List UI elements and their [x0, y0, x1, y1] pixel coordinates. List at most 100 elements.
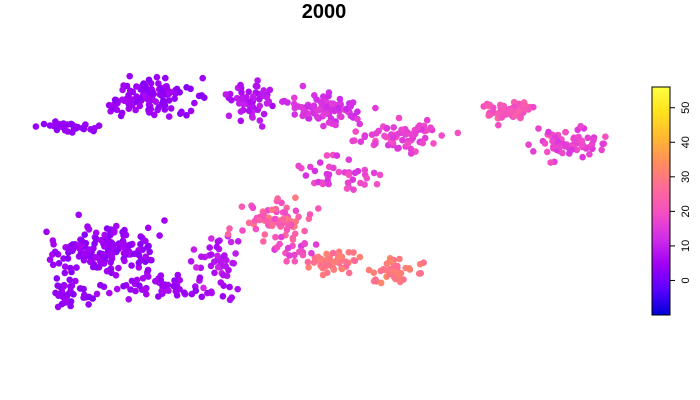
data-point [237, 108, 245, 115]
data-point [46, 122, 54, 129]
data-point [85, 293, 93, 301]
color-bar-tick-label: 20 [680, 205, 692, 217]
data-point [328, 100, 336, 108]
data-point [334, 258, 342, 266]
data-point [136, 95, 144, 102]
data-point [299, 251, 307, 259]
data-point [66, 276, 73, 284]
data-point [349, 99, 357, 106]
data-point [305, 264, 312, 271]
color-bar-tick-label: 40 [680, 136, 692, 148]
data-point [415, 123, 422, 131]
data-point [438, 132, 446, 139]
data-point [454, 129, 462, 137]
data-point [517, 114, 524, 122]
data-point [234, 285, 241, 293]
data-point [153, 73, 161, 81]
data-point [103, 225, 111, 232]
data-point [80, 251, 88, 258]
data-point [100, 283, 108, 291]
data-point [123, 82, 131, 90]
data-point [323, 256, 331, 264]
data-point [602, 133, 609, 140]
data-point [311, 167, 319, 175]
data-point [356, 120, 364, 128]
data-point [146, 108, 153, 116]
data-point [55, 292, 62, 300]
data-point [64, 255, 72, 262]
data-point [368, 131, 376, 138]
color-bar-tick-label: 10 [680, 240, 692, 252]
data-point [238, 94, 246, 102]
data-point [545, 128, 552, 136]
data-point [61, 296, 69, 303]
data-point [381, 132, 388, 140]
data-point [133, 83, 140, 90]
data-point [338, 265, 346, 273]
data-point [111, 227, 118, 235]
color-legend: 0 10 20 30 40 50 [651, 86, 692, 316]
data-point [389, 268, 396, 276]
data-point [193, 264, 200, 271]
data-point [349, 176, 357, 183]
data-point [119, 86, 126, 94]
data-point [227, 238, 235, 246]
data-point [80, 257, 88, 264]
data-point [155, 104, 162, 111]
data-point [499, 103, 507, 110]
data-point [176, 89, 183, 96]
data-point [217, 279, 225, 286]
data-point [249, 114, 256, 121]
color-bar-tick-label: 0 [680, 277, 692, 283]
color-bar-ticks: 0 10 20 30 40 50 [670, 102, 692, 284]
data-point [233, 94, 241, 102]
data-point [73, 264, 80, 271]
data-point [395, 114, 403, 122]
data-point [392, 275, 399, 283]
data-point [515, 107, 523, 115]
data-point [402, 131, 409, 138]
data-point [187, 258, 195, 265]
data-point [486, 101, 494, 109]
data-point [245, 88, 252, 96]
data-point [415, 270, 423, 277]
data-point [135, 264, 143, 271]
data-point [388, 258, 396, 265]
data-point [291, 111, 299, 118]
data-point [376, 171, 384, 179]
data-point [351, 169, 359, 177]
data-point [336, 95, 344, 103]
data-point [320, 122, 327, 130]
data-point [91, 240, 98, 247]
data-point [268, 206, 276, 214]
data-point [325, 180, 332, 188]
data-point [304, 258, 312, 266]
data-point [85, 301, 92, 308]
data-point [419, 139, 427, 147]
data-point [325, 171, 333, 178]
data-point [173, 292, 181, 299]
data-point [363, 174, 371, 182]
data-point [361, 181, 368, 188]
data-point [67, 298, 75, 305]
data-point [32, 123, 40, 130]
data-point [97, 236, 105, 244]
data-point [181, 289, 188, 297]
data-point [53, 275, 61, 282]
data-point [252, 225, 260, 233]
data-point [143, 272, 151, 280]
data-point [126, 72, 133, 80]
data-point [325, 89, 333, 96]
data-point [279, 216, 287, 223]
data-point [315, 205, 322, 212]
data-point [258, 123, 266, 130]
data-point [307, 163, 314, 171]
data-point [61, 263, 69, 271]
data-point [599, 140, 606, 148]
data-point [226, 283, 233, 291]
data-point [485, 112, 493, 119]
data-point [196, 274, 204, 282]
data-point [111, 96, 119, 104]
scatter-points [32, 72, 609, 311]
data-point [122, 231, 130, 239]
